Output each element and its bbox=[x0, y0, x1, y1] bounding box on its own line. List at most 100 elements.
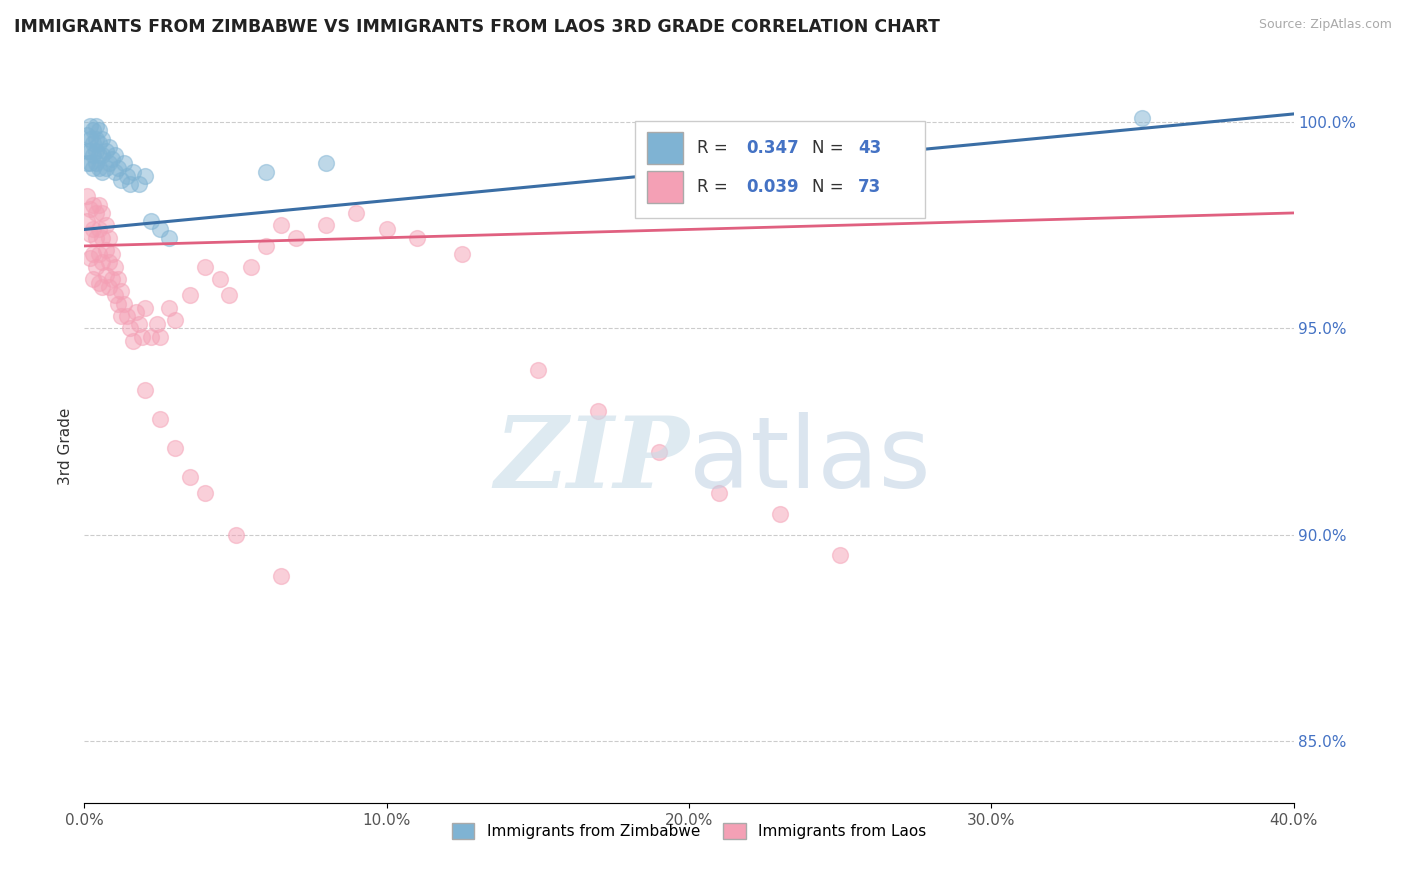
Point bbox=[97, 255, 120, 269]
Point bbox=[125, 305, 148, 319]
Point bbox=[86, 131, 108, 145]
Point bbox=[82, 148, 104, 162]
Point bbox=[97, 140, 120, 154]
Point bbox=[134, 301, 156, 315]
Point bbox=[76, 189, 98, 203]
Point bbox=[94, 144, 117, 158]
Point bbox=[89, 197, 111, 211]
Point bbox=[157, 301, 180, 315]
Point bbox=[104, 288, 127, 302]
Point bbox=[89, 136, 111, 150]
Point bbox=[76, 156, 98, 170]
Point bbox=[451, 247, 474, 261]
Point bbox=[107, 161, 129, 175]
Point bbox=[94, 268, 117, 282]
Text: 0.039: 0.039 bbox=[745, 178, 799, 196]
Point bbox=[82, 222, 104, 236]
Point bbox=[86, 120, 108, 134]
Point bbox=[209, 272, 232, 286]
Point bbox=[588, 404, 610, 418]
Point bbox=[82, 161, 104, 175]
Point bbox=[527, 362, 550, 376]
Point bbox=[165, 313, 187, 327]
Point bbox=[104, 164, 127, 178]
Point bbox=[76, 144, 98, 158]
Text: 0.347: 0.347 bbox=[745, 139, 799, 157]
Text: R =: R = bbox=[697, 178, 734, 196]
Point bbox=[104, 260, 127, 274]
Point bbox=[146, 318, 169, 332]
Point bbox=[110, 285, 132, 299]
Point bbox=[91, 230, 114, 244]
Point bbox=[89, 161, 111, 175]
Text: Source: ZipAtlas.com: Source: ZipAtlas.com bbox=[1258, 18, 1392, 31]
Point bbox=[118, 321, 141, 335]
Point bbox=[118, 177, 141, 191]
Point bbox=[375, 222, 398, 236]
Point bbox=[270, 569, 292, 583]
Point bbox=[86, 260, 108, 274]
Point bbox=[149, 329, 172, 343]
Point bbox=[648, 445, 671, 459]
Point bbox=[79, 252, 101, 266]
Point bbox=[91, 148, 114, 162]
FancyBboxPatch shape bbox=[647, 132, 683, 164]
Point bbox=[104, 148, 127, 162]
Point bbox=[179, 470, 201, 484]
Point bbox=[79, 144, 101, 158]
Point bbox=[110, 173, 132, 187]
Point bbox=[139, 329, 162, 343]
Point bbox=[97, 230, 120, 244]
Point bbox=[100, 247, 122, 261]
Point bbox=[79, 120, 101, 134]
Point bbox=[79, 156, 101, 170]
Point bbox=[86, 206, 108, 220]
Point bbox=[94, 243, 117, 257]
Point bbox=[285, 230, 308, 244]
Point bbox=[76, 128, 98, 142]
Text: R =: R = bbox=[697, 139, 734, 157]
Point bbox=[830, 549, 852, 563]
Text: 73: 73 bbox=[858, 178, 882, 196]
Point bbox=[100, 272, 122, 286]
Point bbox=[225, 527, 247, 541]
Point bbox=[82, 272, 104, 286]
Point bbox=[121, 164, 143, 178]
Point bbox=[89, 222, 111, 236]
Point bbox=[79, 227, 101, 241]
Point bbox=[769, 507, 792, 521]
Point bbox=[89, 148, 111, 162]
Point bbox=[107, 296, 129, 310]
Point bbox=[82, 197, 104, 211]
Point bbox=[89, 247, 111, 261]
Text: 43: 43 bbox=[858, 139, 882, 157]
Point bbox=[315, 156, 337, 170]
Text: IMMIGRANTS FROM ZIMBABWE VS IMMIGRANTS FROM LAOS 3RD GRADE CORRELATION CHART: IMMIGRANTS FROM ZIMBABWE VS IMMIGRANTS F… bbox=[14, 18, 941, 36]
Point bbox=[86, 230, 108, 244]
Point bbox=[86, 156, 108, 170]
Text: N =: N = bbox=[813, 139, 849, 157]
Point bbox=[86, 144, 108, 158]
Point bbox=[139, 214, 162, 228]
Point bbox=[194, 486, 217, 500]
Point bbox=[254, 164, 277, 178]
Text: ZIP: ZIP bbox=[494, 412, 689, 508]
Point bbox=[76, 214, 98, 228]
Point bbox=[239, 260, 262, 274]
Point bbox=[179, 288, 201, 302]
Point bbox=[112, 156, 135, 170]
Point bbox=[149, 222, 172, 236]
Point bbox=[165, 441, 187, 455]
Point bbox=[89, 123, 111, 137]
Point bbox=[91, 255, 114, 269]
Point bbox=[218, 288, 240, 302]
Point bbox=[79, 131, 101, 145]
Point bbox=[1130, 111, 1153, 125]
Text: N =: N = bbox=[813, 178, 849, 196]
Point bbox=[91, 164, 114, 178]
Point bbox=[157, 230, 180, 244]
Point bbox=[82, 123, 104, 137]
Point bbox=[82, 247, 104, 261]
Point bbox=[115, 309, 138, 323]
Point bbox=[709, 486, 731, 500]
